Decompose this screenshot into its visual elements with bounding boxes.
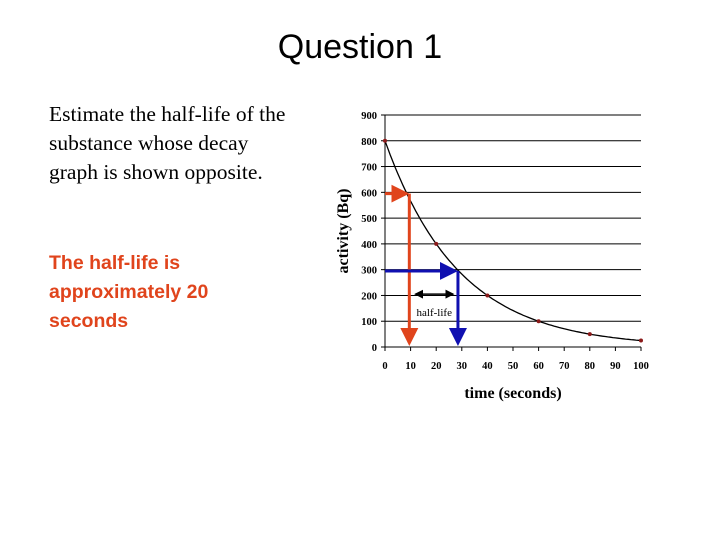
question-text: Estimate the half-life of the substance … (49, 102, 286, 184)
x-tick-label: 10 (405, 361, 416, 372)
data-point (383, 138, 387, 143)
x-tick-label: 0 (382, 361, 387, 372)
y-axis-label: activity (Bq) (335, 189, 352, 274)
data-point (587, 332, 592, 337)
x-tick-label: 20 (431, 361, 442, 372)
y-tick-label: 200 (361, 291, 377, 302)
y-tick-label: 300 (361, 266, 377, 277)
y-tick-label: 900 (361, 111, 377, 122)
answer-text: The half-life is approximately 20 second… (49, 252, 209, 332)
data-point (536, 319, 541, 324)
y-tick-label: 700 (361, 163, 377, 174)
x-tick-label: 80 (585, 361, 596, 372)
x-axis-label: time (seconds) (464, 385, 561, 402)
x-tick-label: 100 (633, 361, 649, 372)
x-tick-label: 90 (610, 361, 621, 372)
data-point (485, 293, 490, 298)
x-tick-label: 40 (482, 361, 493, 372)
decay-curve (384, 140, 642, 342)
data-point (434, 241, 439, 246)
x-tick-label: 50 (508, 361, 519, 372)
y-tick-label: 500 (361, 214, 377, 225)
slide-title: Question 1 (277, 28, 443, 66)
half-life-label: half-life (417, 307, 453, 319)
x-tick-label: 60 (533, 361, 544, 372)
y-tick-label: 600 (361, 188, 377, 199)
data-point (639, 338, 643, 343)
y-tick-label: 400 (361, 240, 377, 251)
y-tick-label: 0 (372, 343, 377, 354)
x-tick-label: 30 (457, 361, 468, 372)
x-tick-label: 70 (559, 361, 570, 372)
y-tick-label: 100 (361, 317, 377, 328)
y-tick-label: 800 (361, 137, 377, 148)
